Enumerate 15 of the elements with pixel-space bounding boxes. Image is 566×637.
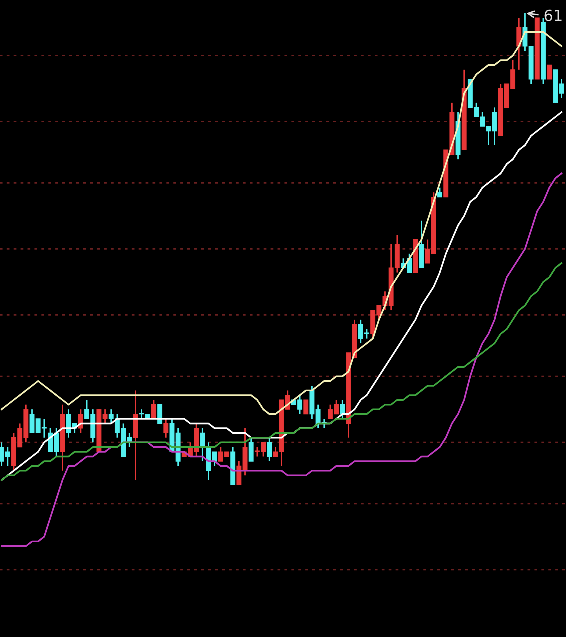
candlestick [200,428,206,462]
candlestick [438,187,442,198]
candlestick [133,390,138,482]
candlestick [304,400,309,415]
candlestick [248,437,254,462]
candlestick [547,64,552,80]
annotation: 61 [544,10,562,22]
candlestick [516,17,522,71]
candlestick [158,404,163,424]
candlestick [164,418,169,439]
candlestick [267,437,272,462]
candlestick [340,399,346,420]
candlestick [78,408,84,434]
candlestick [419,220,424,269]
candlestick [151,399,156,420]
